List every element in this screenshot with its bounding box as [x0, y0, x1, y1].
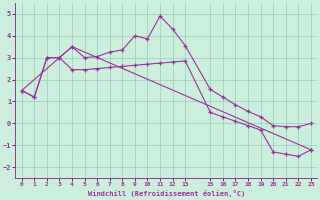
X-axis label: Windchill (Refroidissement éolien,°C): Windchill (Refroidissement éolien,°C) — [88, 190, 245, 197]
